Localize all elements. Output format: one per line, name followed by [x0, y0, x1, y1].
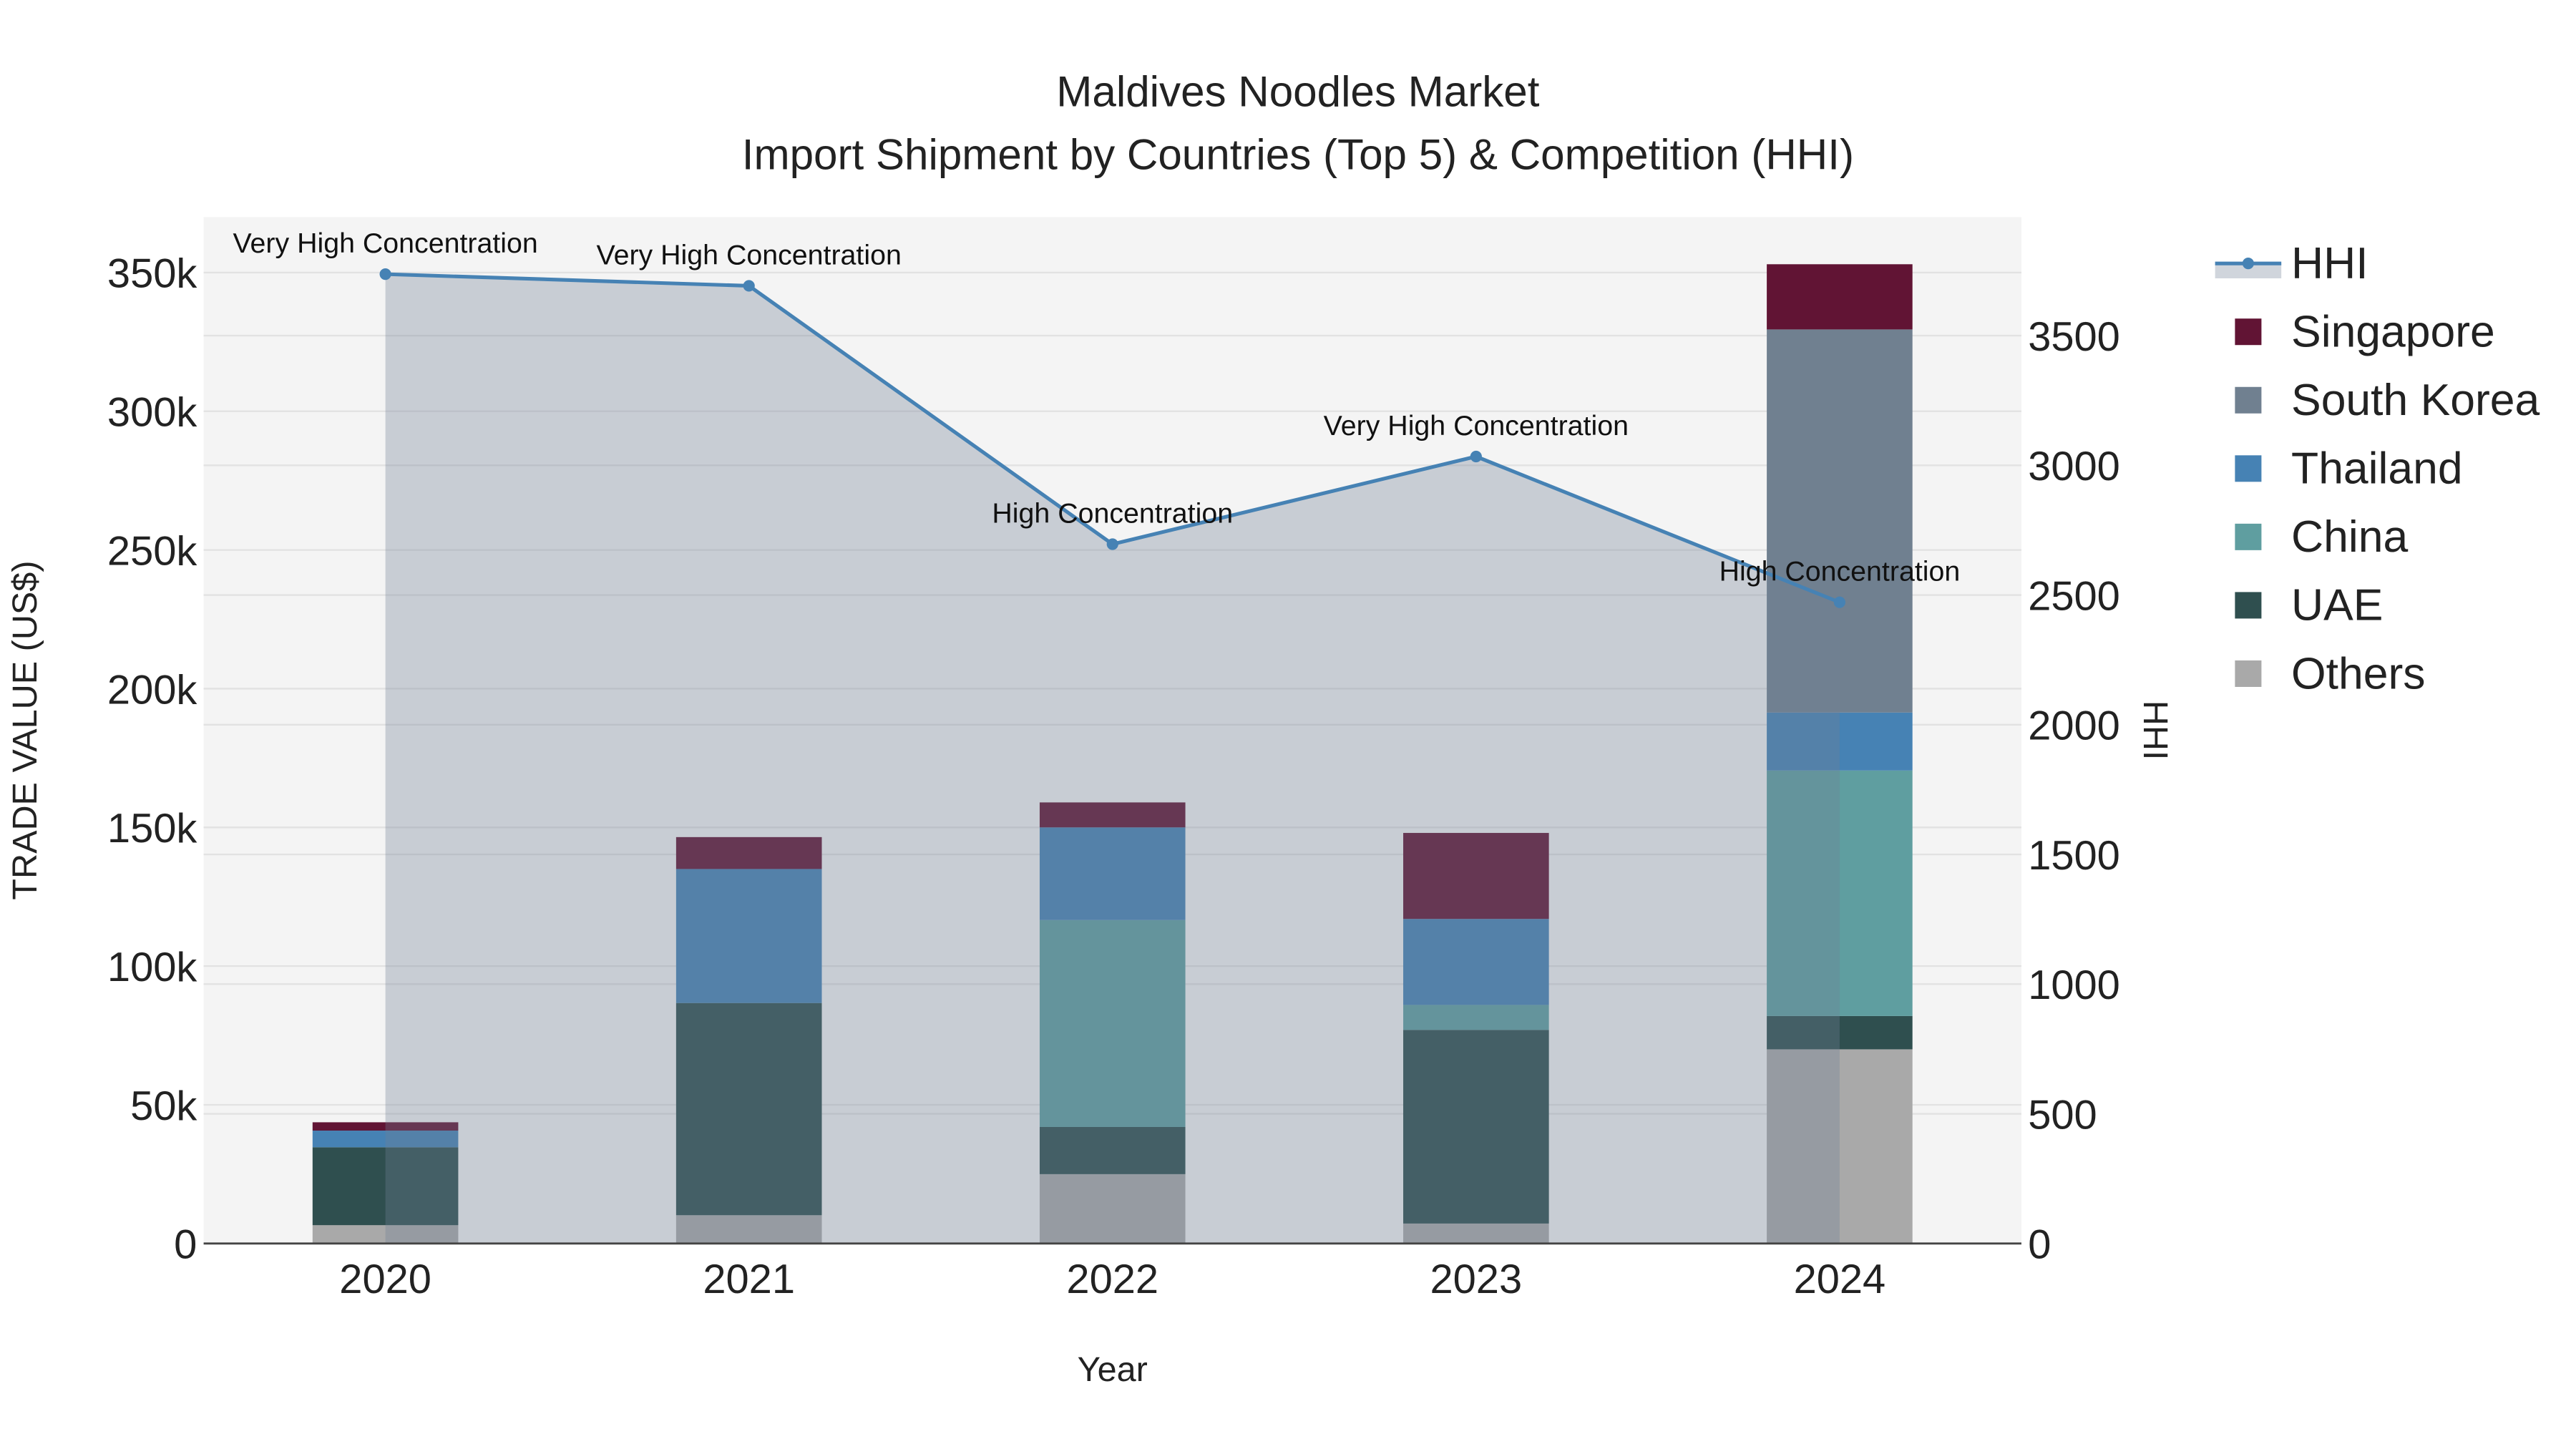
x-tick-label: 2022 — [1066, 1257, 1158, 1302]
bar-singapore — [312, 1122, 459, 1131]
bar-uae — [1767, 1015, 1913, 1050]
hhi-point — [743, 280, 755, 292]
hhi-annotation: High Concentration — [1719, 556, 1961, 587]
hhi-annotation: Very High Concentration — [597, 239, 902, 270]
bar-uae — [1039, 1126, 1186, 1174]
bar-uae — [1403, 1030, 1549, 1224]
bar-singapore — [1767, 264, 1913, 330]
legend-swatch-china — [2235, 523, 2262, 550]
x-tick-label: 2023 — [1430, 1257, 1522, 1302]
x-tick-label: 2024 — [1794, 1257, 1886, 1302]
y-tick-label: 100k — [107, 945, 197, 990]
y-tick-label: 350k — [107, 251, 197, 297]
legend-hhi-area-swatch — [2215, 263, 2282, 278]
bar-thailand — [1403, 919, 1549, 1005]
legend-hhi-marker — [2242, 258, 2254, 270]
legend-label: Others — [2291, 648, 2425, 698]
bar-others — [1403, 1223, 1549, 1244]
y2-tick-label: 2500 — [2028, 573, 2120, 619]
y2-tick-label: 500 — [2028, 1092, 2097, 1138]
bar-singapore — [675, 836, 822, 869]
y2-tick-label: 3000 — [2028, 444, 2120, 489]
bar-thailand — [312, 1131, 459, 1148]
x-tick-label: 2020 — [339, 1257, 431, 1302]
y-axis-title: TRADE VALUE (US$) — [6, 561, 44, 900]
y2-tick-label: 2000 — [2028, 703, 2120, 749]
y2-tick-label: 1500 — [2028, 833, 2120, 879]
bar-others — [312, 1225, 459, 1244]
legend-swatch-uae — [2235, 592, 2262, 619]
y2-tick-label: 1000 — [2028, 962, 2120, 1008]
bar-china — [1039, 919, 1186, 1127]
bar-others — [1039, 1174, 1186, 1244]
hhi-annotation: Very High Concentration — [233, 228, 537, 259]
bar-china — [1767, 770, 1913, 1016]
x-axis-title: Year — [1078, 1350, 1148, 1389]
bar-uae — [675, 1002, 822, 1216]
y-tick-label: 50k — [130, 1083, 197, 1129]
bar-thailand — [675, 869, 822, 1003]
legend-label: Singapore — [2291, 307, 2495, 357]
bar-south-korea — [1767, 329, 1913, 713]
y-tick-label: 0 — [174, 1222, 197, 1268]
bar-others — [675, 1215, 822, 1244]
y-tick-label: 150k — [107, 806, 197, 852]
hhi-point — [1106, 538, 1118, 550]
legend-swatch-others — [2235, 660, 2262, 687]
y-tick-label: 200k — [107, 667, 197, 713]
legend-label: South Korea — [2291, 375, 2540, 425]
chart-title-line1: Maldives Noodles Market — [1056, 67, 1539, 115]
y-tick-label: 300k — [107, 390, 197, 436]
bar-thailand — [1039, 827, 1186, 920]
hhi-point — [1833, 596, 1845, 608]
legend-swatch-south-korea — [2235, 386, 2262, 414]
bar-uae — [312, 1147, 459, 1226]
x-tick-label: 2021 — [703, 1257, 795, 1302]
legend-swatch-thailand — [2235, 455, 2262, 482]
bar-thailand — [1767, 712, 1913, 771]
legend-label: HHI — [2291, 238, 2368, 288]
legend-label: China — [2291, 512, 2408, 562]
hhi-point — [1470, 450, 1482, 463]
chart-title-line2: Import Shipment by Countries (Top 5) & C… — [742, 130, 1854, 178]
bar-china — [1403, 1005, 1549, 1030]
legend-swatch-singapore — [2235, 318, 2262, 346]
hhi-area — [385, 274, 1840, 1244]
hhi-point — [379, 268, 391, 280]
legend-label: Thailand — [2291, 444, 2463, 494]
y2-tick-label: 3500 — [2028, 314, 2120, 360]
y2-tick-label: 0 — [2028, 1222, 2051, 1268]
bar-singapore — [1039, 802, 1186, 828]
bar-singapore — [1403, 833, 1549, 919]
y2-axis-title: HHI — [2136, 701, 2175, 761]
bar-others — [1767, 1049, 1913, 1244]
hhi-annotation: Very High Concentration — [1324, 410, 1629, 441]
y-tick-label: 250k — [107, 528, 197, 574]
legend-label: UAE — [2291, 580, 2383, 630]
hhi-annotation: High Concentration — [992, 497, 1233, 529]
